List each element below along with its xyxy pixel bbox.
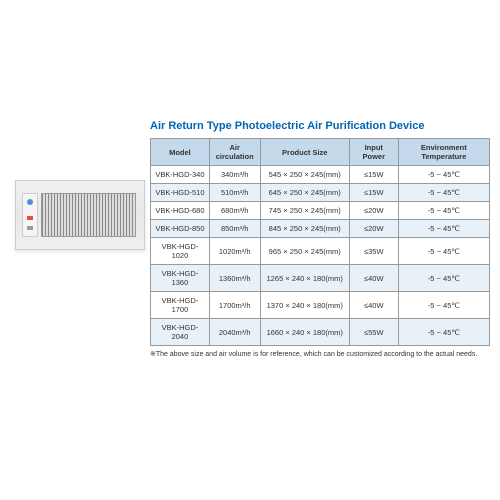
cell-power: ≤15W bbox=[349, 166, 398, 184]
cell-size: 645 × 250 × 245(mm) bbox=[260, 184, 349, 202]
col-header-power: Input Power bbox=[349, 139, 398, 166]
table-row: VBK-HGD-2040 2040m³/h 1660 × 240 × 180(m… bbox=[151, 319, 490, 346]
cell-model: VBK-HGD-1700 bbox=[151, 292, 210, 319]
cell-model: VBK-HGD-2040 bbox=[151, 319, 210, 346]
cell-temp: -5 ~ 45℃ bbox=[398, 319, 489, 346]
cell-model: VBK-HGD-510 bbox=[151, 184, 210, 202]
col-header-air: Air circulation bbox=[209, 139, 260, 166]
content-area: Air Return Type Photoelectric Air Purifi… bbox=[150, 120, 490, 358]
product-image bbox=[15, 180, 145, 250]
cell-air: 510m³/h bbox=[209, 184, 260, 202]
indicator-red-icon bbox=[27, 216, 33, 220]
spec-table: Model Air circulation Product Size Input… bbox=[150, 138, 490, 346]
table-row: VBK-HGD-680 680m³/h 745 × 250 × 245(mm) … bbox=[151, 202, 490, 220]
table-row: VBK-HGD-1020 1020m³/h 965 × 250 × 245(mm… bbox=[151, 238, 490, 265]
device-control-panel bbox=[22, 193, 38, 237]
col-header-model: Model bbox=[151, 139, 210, 166]
cell-temp: -5 ~ 45℃ bbox=[398, 265, 489, 292]
cell-model: VBK-HGD-680 bbox=[151, 202, 210, 220]
section-title: Air Return Type Photoelectric Air Purifi… bbox=[150, 120, 490, 132]
table-row: VBK-HGD-850 850m³/h 845 × 250 × 245(mm) … bbox=[151, 220, 490, 238]
cell-air: 680m³/h bbox=[209, 202, 260, 220]
cell-air: 850m³/h bbox=[209, 220, 260, 238]
cell-temp: -5 ~ 45℃ bbox=[398, 238, 489, 265]
cell-size: 1265 × 240 × 180(mm) bbox=[260, 265, 349, 292]
cell-model: VBK-HGD-340 bbox=[151, 166, 210, 184]
table-row: VBK-HGD-1360 1360m³/h 1265 × 240 × 180(m… bbox=[151, 265, 490, 292]
col-header-temp: Environment Temperature bbox=[398, 139, 489, 166]
table-header-row: Model Air circulation Product Size Input… bbox=[151, 139, 490, 166]
cell-size: 545 × 250 × 245(mm) bbox=[260, 166, 349, 184]
device-grille bbox=[41, 193, 136, 237]
cell-air: 1360m³/h bbox=[209, 265, 260, 292]
table-row: VBK-HGD-1700 1700m³/h 1370 × 240 × 180(m… bbox=[151, 292, 490, 319]
col-header-size: Product Size bbox=[260, 139, 349, 166]
device-body bbox=[15, 180, 145, 250]
cell-air: 2040m³/h bbox=[209, 319, 260, 346]
cell-size: 1660 × 240 × 180(mm) bbox=[260, 319, 349, 346]
cell-power: ≤20W bbox=[349, 220, 398, 238]
cell-power: ≤35W bbox=[349, 238, 398, 265]
cell-temp: -5 ~ 45℃ bbox=[398, 202, 489, 220]
indicator-blue-icon bbox=[27, 199, 33, 205]
cell-size: 1370 × 240 × 180(mm) bbox=[260, 292, 349, 319]
cell-air: 1700m³/h bbox=[209, 292, 260, 319]
cell-air: 1020m³/h bbox=[209, 238, 260, 265]
indicator-gray-icon bbox=[27, 226, 33, 230]
table-row: VBK-HGD-510 510m³/h 645 × 250 × 245(mm) … bbox=[151, 184, 490, 202]
cell-power: ≤40W bbox=[349, 265, 398, 292]
cell-temp: -5 ~ 45℃ bbox=[398, 184, 489, 202]
cell-model: VBK-HGD-1020 bbox=[151, 238, 210, 265]
cell-power: ≤20W bbox=[349, 202, 398, 220]
footnote-text: ※The above size and air volume is for re… bbox=[150, 350, 490, 358]
cell-temp: -5 ~ 45℃ bbox=[398, 166, 489, 184]
cell-size: 845 × 250 × 245(mm) bbox=[260, 220, 349, 238]
cell-size: 745 × 250 × 245(mm) bbox=[260, 202, 349, 220]
cell-temp: -5 ~ 45℃ bbox=[398, 220, 489, 238]
cell-power: ≤40W bbox=[349, 292, 398, 319]
cell-size: 965 × 250 × 245(mm) bbox=[260, 238, 349, 265]
cell-model: VBK-HGD-850 bbox=[151, 220, 210, 238]
cell-air: 340m³/h bbox=[209, 166, 260, 184]
cell-temp: -5 ~ 45℃ bbox=[398, 292, 489, 319]
cell-model: VBK-HGD-1360 bbox=[151, 265, 210, 292]
table-row: VBK-HGD-340 340m³/h 545 × 250 × 245(mm) … bbox=[151, 166, 490, 184]
cell-power: ≤15W bbox=[349, 184, 398, 202]
cell-power: ≤55W bbox=[349, 319, 398, 346]
